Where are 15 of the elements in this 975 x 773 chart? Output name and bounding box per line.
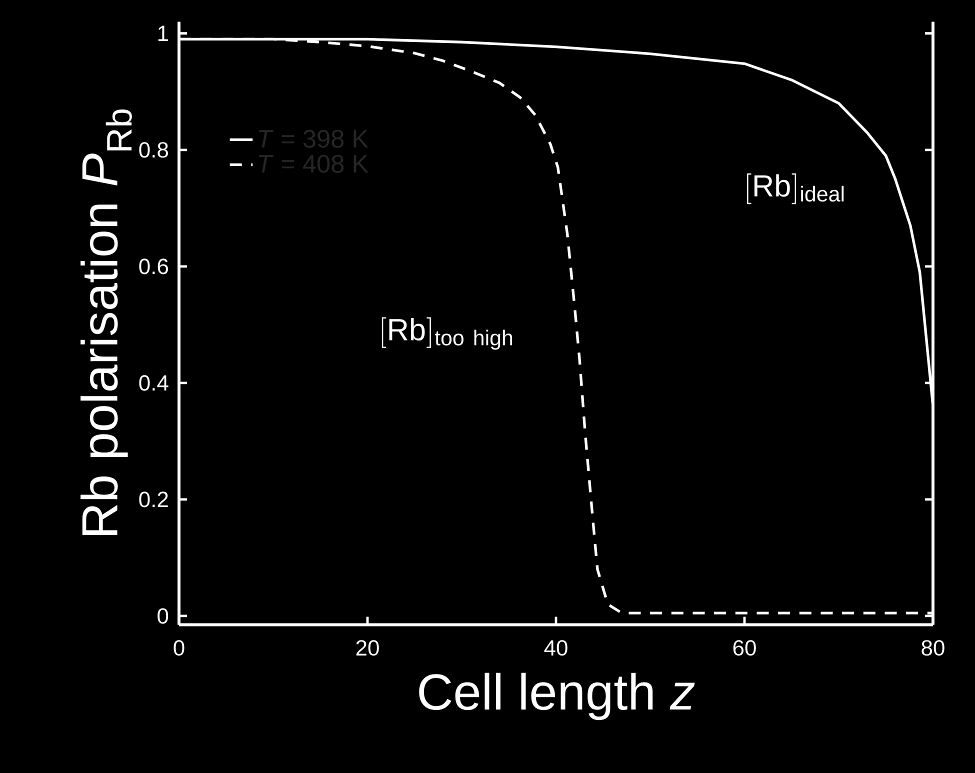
y-tick-label: 0.2 — [139, 492, 168, 508]
x-axis-title: Cell length z — [419, 672, 695, 720]
annotation: $[\mathrm{Rb}]_{\mathrm{too\ high}}$ — [382, 317, 512, 350]
y-tick-label: 0 — [158, 608, 168, 624]
y-tick-label: 0.8 — [139, 142, 168, 158]
x-tick-label: 20 — [356, 640, 379, 656]
x-tick-label: 60 — [733, 640, 756, 656]
annotation: $[\mathrm{Rb}]_{\mathrm{ideal}}$ — [747, 173, 844, 204]
x-tick-label: 0 — [174, 640, 184, 656]
y-tick-label: 0.4 — [139, 375, 168, 391]
y-tick-label: 1 — [158, 26, 168, 41]
x-tick-label: 80 — [922, 640, 944, 656]
y-tick-label: 0.6 — [139, 258, 168, 274]
x-tick-label: 40 — [544, 640, 568, 656]
y-axis-title: Rb polarisation P$_{Rb}$ — [80, 109, 132, 535]
